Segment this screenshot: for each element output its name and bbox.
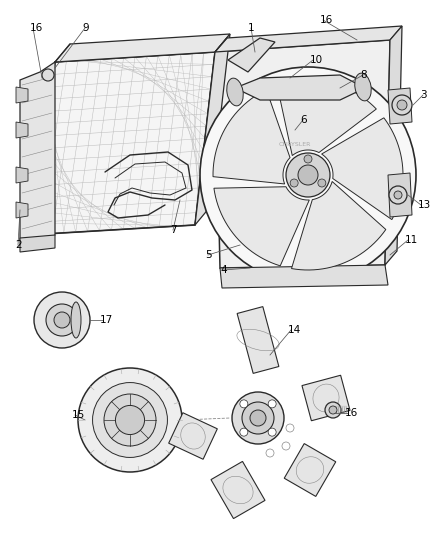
Polygon shape <box>28 52 215 235</box>
Text: 16: 16 <box>320 15 333 25</box>
Circle shape <box>240 400 248 408</box>
Circle shape <box>389 186 407 204</box>
Circle shape <box>282 442 290 450</box>
Polygon shape <box>235 75 365 100</box>
Ellipse shape <box>355 73 371 101</box>
Text: 16: 16 <box>345 408 358 418</box>
Polygon shape <box>169 413 217 459</box>
Polygon shape <box>214 187 309 266</box>
Polygon shape <box>195 34 230 225</box>
Text: 7: 7 <box>170 225 177 235</box>
Circle shape <box>286 424 294 432</box>
Circle shape <box>104 394 156 446</box>
Polygon shape <box>16 167 28 183</box>
Circle shape <box>318 179 326 187</box>
Circle shape <box>116 406 145 434</box>
Circle shape <box>250 410 266 426</box>
Ellipse shape <box>71 302 81 338</box>
Polygon shape <box>20 235 55 252</box>
Circle shape <box>268 400 276 408</box>
Circle shape <box>268 428 276 436</box>
Polygon shape <box>321 118 403 220</box>
Circle shape <box>329 406 337 414</box>
Polygon shape <box>55 34 230 62</box>
Text: 6: 6 <box>300 115 307 125</box>
Circle shape <box>240 428 248 436</box>
Circle shape <box>286 153 330 197</box>
Text: 5: 5 <box>205 250 212 260</box>
Circle shape <box>42 69 54 81</box>
Text: 8: 8 <box>360 70 367 80</box>
Polygon shape <box>388 173 412 217</box>
Text: 2: 2 <box>15 240 21 250</box>
Circle shape <box>54 312 70 328</box>
Polygon shape <box>220 265 388 288</box>
Polygon shape <box>237 306 279 374</box>
Circle shape <box>304 155 312 163</box>
Circle shape <box>232 392 284 444</box>
Polygon shape <box>213 90 290 184</box>
Polygon shape <box>211 462 265 519</box>
Circle shape <box>392 95 412 115</box>
Polygon shape <box>215 40 390 268</box>
Circle shape <box>242 402 274 434</box>
Polygon shape <box>16 202 28 218</box>
Circle shape <box>394 191 402 199</box>
Circle shape <box>46 304 78 336</box>
Polygon shape <box>215 26 402 52</box>
Polygon shape <box>385 26 402 265</box>
Polygon shape <box>16 122 28 138</box>
Circle shape <box>325 402 341 418</box>
Text: 10: 10 <box>310 55 323 65</box>
Ellipse shape <box>227 78 243 106</box>
Text: 11: 11 <box>405 235 418 245</box>
Circle shape <box>298 165 318 185</box>
Circle shape <box>266 449 274 457</box>
Polygon shape <box>277 80 376 156</box>
Polygon shape <box>20 62 55 245</box>
Text: 17: 17 <box>100 315 113 325</box>
Circle shape <box>78 368 182 472</box>
Circle shape <box>397 100 407 110</box>
Circle shape <box>290 179 298 187</box>
Polygon shape <box>302 375 350 421</box>
Text: 14: 14 <box>288 325 301 335</box>
Circle shape <box>200 67 416 283</box>
Text: 3: 3 <box>420 90 427 100</box>
Text: 9: 9 <box>82 23 88 33</box>
Circle shape <box>34 292 90 348</box>
Polygon shape <box>284 443 336 496</box>
Text: 15: 15 <box>72 410 85 420</box>
Text: 16: 16 <box>30 23 43 33</box>
Text: 13: 13 <box>418 200 431 210</box>
Polygon shape <box>388 88 412 124</box>
Text: 4: 4 <box>220 265 226 275</box>
Text: 1: 1 <box>248 23 254 33</box>
Polygon shape <box>228 38 275 72</box>
Polygon shape <box>16 87 28 103</box>
Circle shape <box>92 383 167 457</box>
Polygon shape <box>292 181 386 270</box>
Text: CHRYSLER: CHRYSLER <box>279 142 311 148</box>
